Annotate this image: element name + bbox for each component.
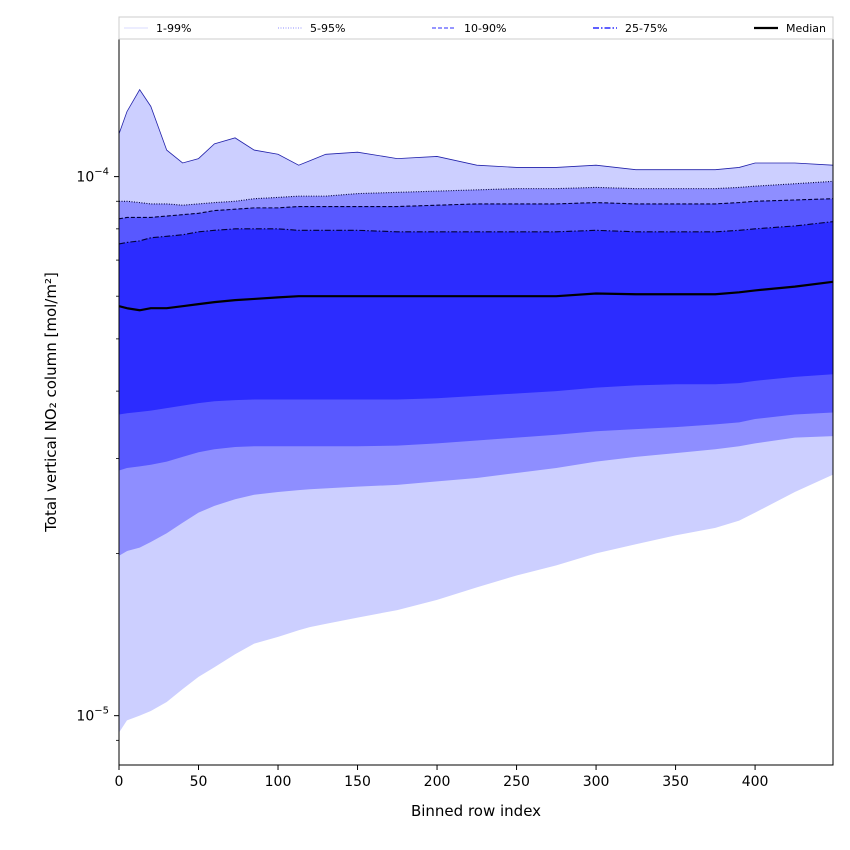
- band-edge-25-75%: [119, 221, 833, 245]
- legend-label: Median: [786, 22, 826, 35]
- series-line-Median: [119, 280, 833, 312]
- legend-label: 10-90%: [464, 22, 506, 35]
- bands-layer: [119, 89, 833, 733]
- y-tick-label: 10−5: [76, 706, 109, 725]
- band-edge-10-90%: [119, 198, 833, 220]
- band-25-75%: [119, 221, 833, 415]
- x-tick-label: 0: [115, 774, 124, 790]
- legend-label: 25-75%: [625, 22, 667, 35]
- x-tick-label: 50: [190, 774, 208, 790]
- y-axis-title: Total vertical NO₂ column [mol/m²]: [42, 272, 60, 533]
- legend-label: 1-99%: [156, 22, 191, 35]
- legend-label: 5-95%: [310, 22, 345, 35]
- y-tick-label: 10−4: [76, 167, 109, 186]
- legend-box: [118, 16, 834, 40]
- lines-layer: [119, 88, 833, 312]
- y-axis: 10−5 10−4: [76, 167, 119, 741]
- x-tick-label: 200: [424, 774, 451, 790]
- x-tick-label: 250: [503, 774, 530, 790]
- legend: 1-99% 5-95% 10-90% 25-75% Median: [118, 16, 834, 40]
- x-tick-label: 350: [662, 774, 689, 790]
- x-tick-label: 400: [742, 774, 769, 790]
- x-axis: 0 50 100 150 200 250 300 350 400: [115, 765, 769, 790]
- x-tick-label: 300: [583, 774, 610, 790]
- x-axis-title: Binned row index: [411, 802, 541, 820]
- x-tick-label: 100: [265, 774, 292, 790]
- band-edge-5-95%: [119, 180, 833, 206]
- x-tick-label: 150: [344, 774, 371, 790]
- band-edge-1-99%: [119, 88, 833, 171]
